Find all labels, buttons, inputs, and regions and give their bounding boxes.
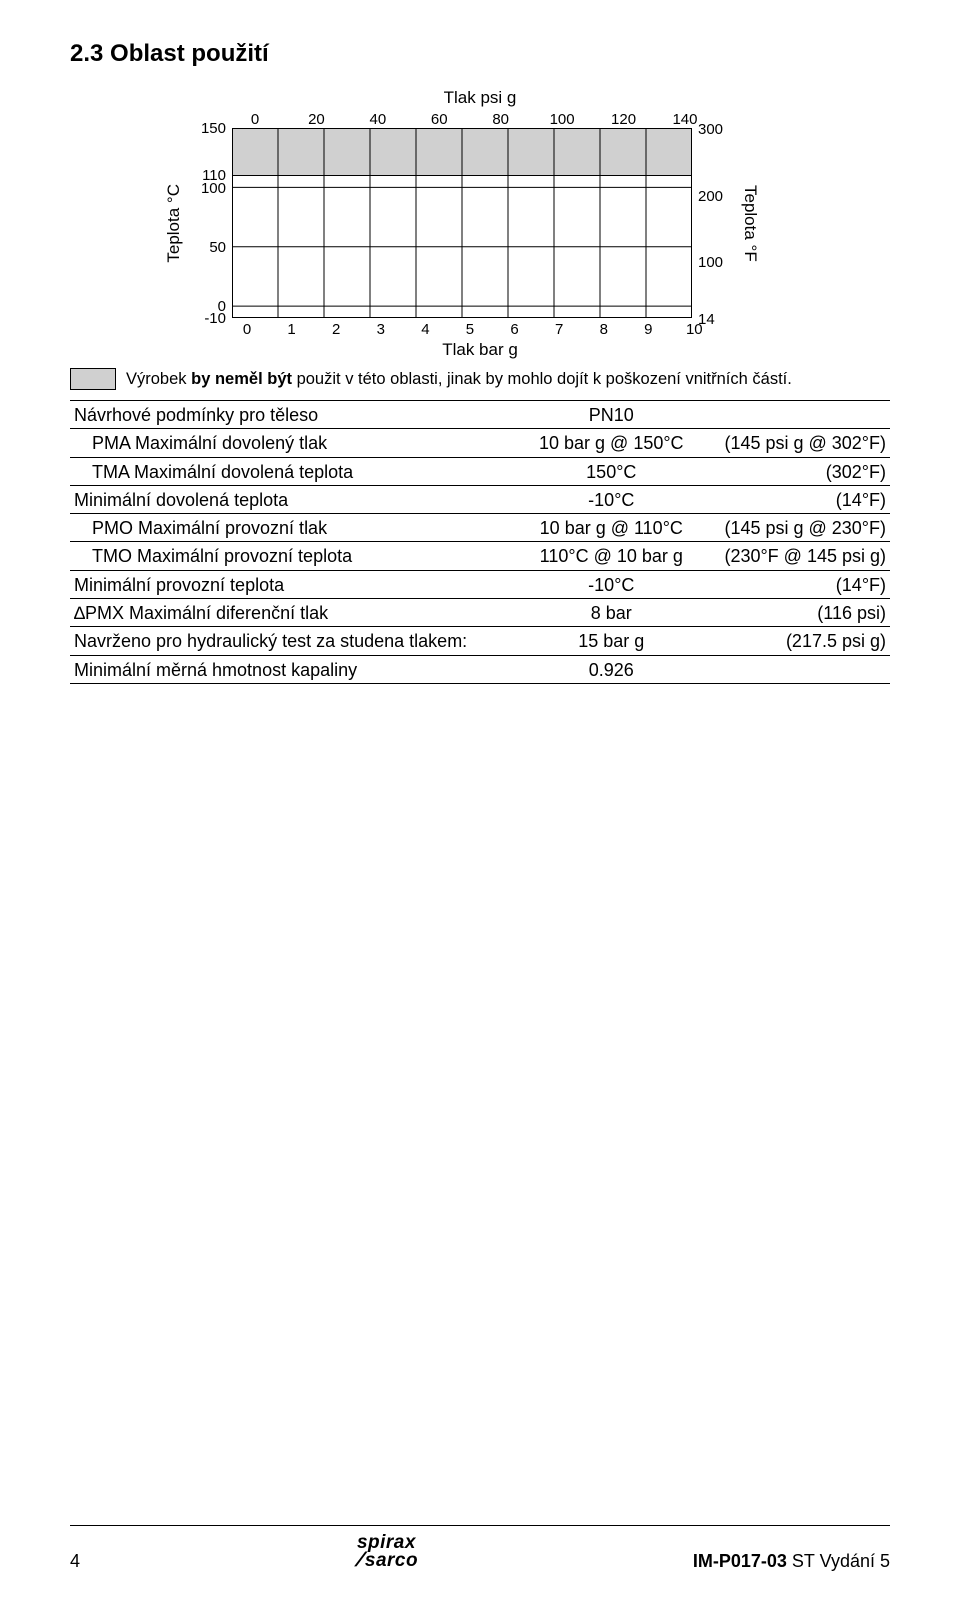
- cell: TMA Maximální dovolená teplota: [70, 457, 525, 485]
- table-row: Návrhové podmínky pro těleso PN10: [70, 401, 890, 429]
- tick: 5: [463, 321, 477, 338]
- cell: [698, 655, 890, 683]
- table-row: Navrženo pro hydraulický test za studena…: [70, 627, 890, 655]
- tick: 100: [547, 111, 577, 128]
- page-footer: 4 spirax /sarco IM-P017-03 ST Vydání 5: [70, 1525, 890, 1572]
- tick: -10: [204, 311, 226, 326]
- tick: 50: [209, 240, 226, 255]
- table-row: PMA Maximální dovolený tlak 10 bar g @ 1…: [70, 429, 890, 457]
- spec-table: Návrhové podmínky pro těleso PN10 PMA Ma…: [70, 400, 890, 684]
- table-row: ∆PMX Maximální diferenční tlak 8 bar (11…: [70, 599, 890, 627]
- cell: (217.5 psi g): [698, 627, 890, 655]
- cell: TMO Maximální provozní teplota: [70, 542, 525, 570]
- cell: (145 psi g @ 302°F): [698, 429, 890, 457]
- right-axis-label: Teplota °F: [736, 185, 764, 262]
- tick: 2: [329, 321, 343, 338]
- tick: 7: [552, 321, 566, 338]
- chart-plot: [232, 128, 692, 318]
- bottom-ticks: 0 1 2 3 4 5 6 7 8 9 10: [240, 321, 700, 338]
- table-row: PMO Maximální provozní tlak 10 bar g @ 1…: [70, 514, 890, 542]
- cell: 15 bar g: [525, 627, 698, 655]
- tick: 1: [285, 321, 299, 338]
- tick: 100: [201, 181, 226, 196]
- tick: 40: [363, 111, 393, 128]
- cell: Minimální měrná hmotnost kapaliny: [70, 655, 525, 683]
- logo-bot: /sarco: [355, 1549, 418, 1572]
- cell: 150°C: [525, 457, 698, 485]
- cell: (145 psi g @ 230°F): [698, 514, 890, 542]
- top-axis-label: Tlak psi g: [160, 88, 800, 108]
- doc-rev: ST Vydání 5: [787, 1551, 890, 1571]
- chart-container: Tlak psi g 0 20 40 60 80 100 120 140 Tep…: [160, 88, 800, 360]
- tick: 120: [609, 111, 639, 128]
- table-row: Minimální dovolená teplota -10°C (14°F): [70, 485, 890, 513]
- table-row: Minimální provozní teplota -10°C (14°F): [70, 570, 890, 598]
- tick: 20: [301, 111, 331, 128]
- table-row: Minimální měrná hmotnost kapaliny 0.926: [70, 655, 890, 683]
- cell: (116 psi): [698, 599, 890, 627]
- cell: PN10: [525, 401, 698, 429]
- cell: (14°F): [698, 485, 890, 513]
- right-ticks: 300 200 100 14: [692, 128, 736, 318]
- note-prefix: Výrobek: [126, 370, 191, 388]
- left-axis-label: Teplota °C: [160, 184, 188, 263]
- note-bold: by neměl být: [191, 370, 292, 388]
- page-number: 4: [70, 1551, 80, 1572]
- tick: 150: [201, 121, 226, 136]
- top-ticks: 0 20 40 60 80 100 120 140: [240, 111, 700, 128]
- tick: 200: [698, 188, 723, 205]
- note-rest: použit v této oblasti, jinak by mohlo do…: [292, 370, 792, 388]
- cell: (14°F): [698, 570, 890, 598]
- cell: Návrhové podmínky pro těleso: [70, 401, 525, 429]
- tick: 100: [698, 254, 723, 271]
- cell: -10°C: [525, 570, 698, 598]
- cell: 10 bar g @ 110°C: [525, 514, 698, 542]
- cell: (230°F @ 145 psi g): [698, 542, 890, 570]
- tick: 0: [240, 111, 270, 128]
- cell: PMA Maximální dovolený tlak: [70, 429, 525, 457]
- bottom-axis-label: Tlak bar g: [160, 340, 800, 360]
- cell: [698, 401, 890, 429]
- tick: 80: [486, 111, 516, 128]
- section-heading: 2.3 Oblast použití: [70, 40, 890, 68]
- cell: (302°F): [698, 457, 890, 485]
- tick: 3: [374, 321, 388, 338]
- cell: Minimální provozní teplota: [70, 570, 525, 598]
- tick: 8: [597, 321, 611, 338]
- tick: 300: [698, 121, 723, 138]
- tick: 14: [698, 311, 715, 328]
- cell: 8 bar: [525, 599, 698, 627]
- table-row: TMA Maximální dovolená teplota 150°C (30…: [70, 457, 890, 485]
- doc-id: IM-P017-03 ST Vydání 5: [693, 1551, 890, 1572]
- cell: 0.926: [525, 655, 698, 683]
- left-ticks: 150 110 100 50 0 -10: [188, 128, 232, 318]
- tick: 6: [508, 321, 522, 338]
- tick: 4: [418, 321, 432, 338]
- logo: spirax /sarco: [355, 1532, 418, 1572]
- doc-code: IM-P017-03: [693, 1551, 787, 1571]
- tick: 140: [670, 111, 700, 128]
- legend-note: Výrobek by neměl být použit v této oblas…: [70, 368, 890, 390]
- cell: 110°C @ 10 bar g: [525, 542, 698, 570]
- cell: Navrženo pro hydraulický test za studena…: [70, 627, 525, 655]
- cell: ∆PMX Maximální diferenční tlak: [70, 599, 525, 627]
- cell: -10°C: [525, 485, 698, 513]
- legend-swatch: [70, 368, 116, 390]
- cell: 10 bar g @ 150°C: [525, 429, 698, 457]
- tick: 9: [641, 321, 655, 338]
- cell: PMO Maximální provozní tlak: [70, 514, 525, 542]
- cell: Minimální dovolená teplota: [70, 485, 525, 513]
- tick: 60: [424, 111, 454, 128]
- legend-text: Výrobek by neměl být použit v této oblas…: [126, 370, 792, 389]
- tick: 0: [240, 321, 254, 338]
- table-row: TMO Maximální provozní teplota 110°C @ 1…: [70, 542, 890, 570]
